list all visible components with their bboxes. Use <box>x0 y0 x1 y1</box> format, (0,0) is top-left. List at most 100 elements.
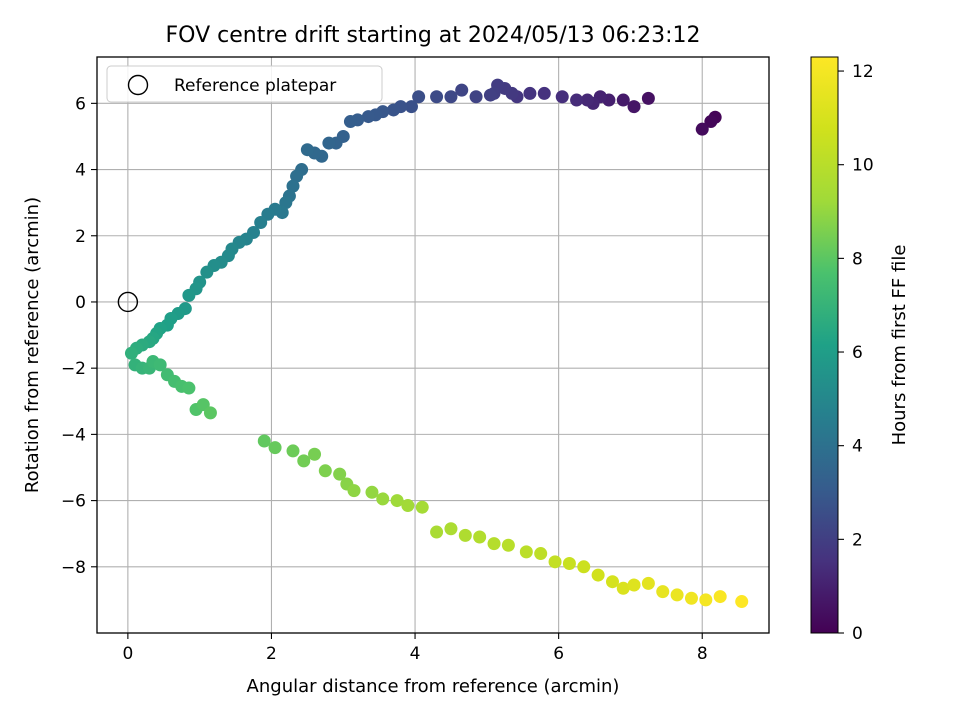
grid-lines <box>97 57 769 633</box>
data-point <box>695 122 709 136</box>
y-tick-label: 4 <box>75 161 86 181</box>
colorbar-tick-label: 8 <box>852 249 863 269</box>
data-point <box>483 88 497 102</box>
colorbar-gradient <box>810 56 839 634</box>
x-axis-ticks: 0 2 4 6 8 <box>122 633 708 664</box>
x-tick-label: 8 <box>697 644 708 664</box>
colorbar-tick-label: 4 <box>852 437 863 457</box>
data-point <box>580 93 594 107</box>
x-tick-label: 4 <box>410 644 421 664</box>
data-point <box>286 179 300 193</box>
data-point <box>699 593 713 607</box>
y-axis-ticks: −8 −6 −4 −2 0 2 4 6 <box>61 94 97 578</box>
data-point <box>300 143 314 157</box>
y-tick-label: −8 <box>61 558 86 578</box>
data-point <box>458 528 472 542</box>
data-point <box>641 576 655 590</box>
data-point <box>387 103 401 117</box>
data-point <box>616 581 630 595</box>
data-point <box>279 196 293 210</box>
data-point <box>627 100 641 114</box>
data-point <box>487 537 501 551</box>
legend-box <box>106 65 383 103</box>
colorbar: 0 2 4 6 8 10 12 Hours from first FF file <box>810 56 910 644</box>
y-tick-label: 0 <box>75 293 86 313</box>
data-point <box>444 90 458 104</box>
data-point <box>124 346 138 360</box>
data-point <box>713 590 727 604</box>
data-point <box>534 547 548 561</box>
colorbar-tick-label: 0 <box>852 624 863 644</box>
data-point <box>577 560 591 574</box>
data-points <box>124 78 749 609</box>
data-point <box>153 358 167 372</box>
data-point <box>430 90 444 104</box>
data-point <box>390 494 404 508</box>
data-point <box>473 530 487 544</box>
colorbar-ticks: 0 2 4 6 8 10 12 <box>838 62 874 644</box>
data-point <box>562 556 576 570</box>
data-point <box>401 499 415 513</box>
data-point <box>361 110 375 124</box>
data-point <box>347 484 361 498</box>
data-point <box>455 83 469 97</box>
colorbar-tick-label: 6 <box>852 343 863 363</box>
legend-marker-icon <box>127 74 149 96</box>
y-tick-label: 2 <box>75 227 86 247</box>
data-point <box>254 216 268 230</box>
data-point <box>444 522 458 536</box>
data-point <box>286 444 300 458</box>
data-point <box>415 500 429 514</box>
legend: Reference platepar <box>106 65 383 103</box>
chart-title: FOV centre drift starting at 2024/05/13 … <box>166 23 701 48</box>
data-point <box>704 115 718 129</box>
data-point <box>523 86 537 100</box>
x-axis-label: Angular distance from reference (arcmin) <box>247 676 620 697</box>
y-tick-label: 6 <box>75 94 86 114</box>
data-point <box>297 454 311 468</box>
data-point <box>308 447 322 461</box>
data-point <box>555 90 569 104</box>
data-point <box>656 585 670 599</box>
y-tick-label: −2 <box>61 359 86 379</box>
data-point <box>641 91 655 105</box>
data-point <box>333 467 347 481</box>
data-point <box>365 485 379 499</box>
data-point <box>322 136 336 150</box>
data-point <box>318 464 332 478</box>
data-point <box>343 115 357 129</box>
data-point <box>627 578 641 592</box>
plot-frame <box>96 56 770 634</box>
x-tick-label: 2 <box>266 644 277 664</box>
y-tick-label: −4 <box>61 425 86 445</box>
data-point <box>182 288 196 302</box>
data-point <box>182 381 196 395</box>
data-point <box>501 538 515 552</box>
data-point <box>616 93 630 107</box>
data-point <box>268 441 282 455</box>
x-tick-label: 0 <box>122 644 133 664</box>
data-point <box>469 90 483 104</box>
data-point <box>200 265 214 279</box>
reference-platepar-marker <box>117 291 139 313</box>
data-point <box>684 591 698 605</box>
data-point <box>605 575 619 589</box>
colorbar-label: Hours from first FF file <box>889 245 910 446</box>
data-point <box>257 434 271 448</box>
data-point <box>537 86 551 100</box>
legend-label: Reference platepar <box>174 76 336 96</box>
data-point <box>591 568 605 582</box>
data-point <box>290 169 304 183</box>
x-tick-label: 6 <box>553 644 564 664</box>
data-point <box>570 93 584 107</box>
data-point <box>376 492 390 506</box>
colorbar-tick-label: 12 <box>852 62 874 82</box>
data-point <box>404 100 418 114</box>
colorbar-tick-label: 2 <box>852 530 863 550</box>
y-tick-label: −6 <box>61 492 86 512</box>
data-point <box>430 525 444 539</box>
data-point <box>412 90 426 104</box>
data-point <box>203 406 217 420</box>
data-point <box>548 555 562 569</box>
